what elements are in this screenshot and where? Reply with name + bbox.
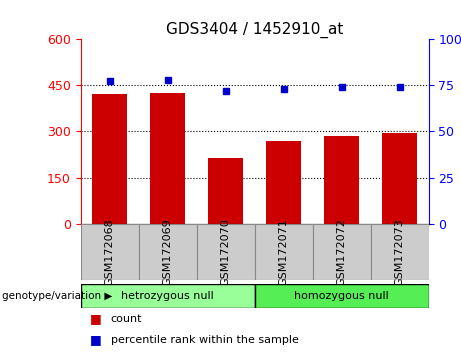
Text: percentile rank within the sample: percentile rank within the sample [111, 335, 299, 345]
Text: GSM172069: GSM172069 [163, 218, 173, 286]
Bar [324, 136, 359, 224]
Text: genotype/variation ▶: genotype/variation ▶ [2, 291, 112, 301]
Text: homozygous null: homozygous null [294, 291, 389, 301]
Bar [150, 93, 185, 224]
Bar [371, 224, 429, 280]
Text: ■: ■ [90, 312, 101, 325]
Text: GSM172072: GSM172072 [337, 218, 347, 286]
Bar [92, 95, 127, 224]
Bar [81, 224, 139, 280]
Bar [208, 158, 243, 224]
Bar [382, 133, 417, 224]
Bar [197, 224, 254, 280]
Bar [254, 284, 429, 308]
Bar [266, 141, 301, 224]
Text: GSM172068: GSM172068 [105, 218, 115, 286]
Bar [139, 224, 197, 280]
Text: GSM172073: GSM172073 [395, 218, 405, 286]
Text: hetrozygous null: hetrozygous null [121, 291, 214, 301]
Title: GDS3404 / 1452910_at: GDS3404 / 1452910_at [166, 21, 343, 38]
Text: GSM172070: GSM172070 [221, 218, 230, 286]
Bar [254, 224, 313, 280]
Bar [313, 224, 371, 280]
Text: ■: ■ [90, 333, 101, 346]
Text: GSM172071: GSM172071 [279, 218, 289, 286]
Text: count: count [111, 314, 142, 324]
Bar [81, 284, 254, 308]
